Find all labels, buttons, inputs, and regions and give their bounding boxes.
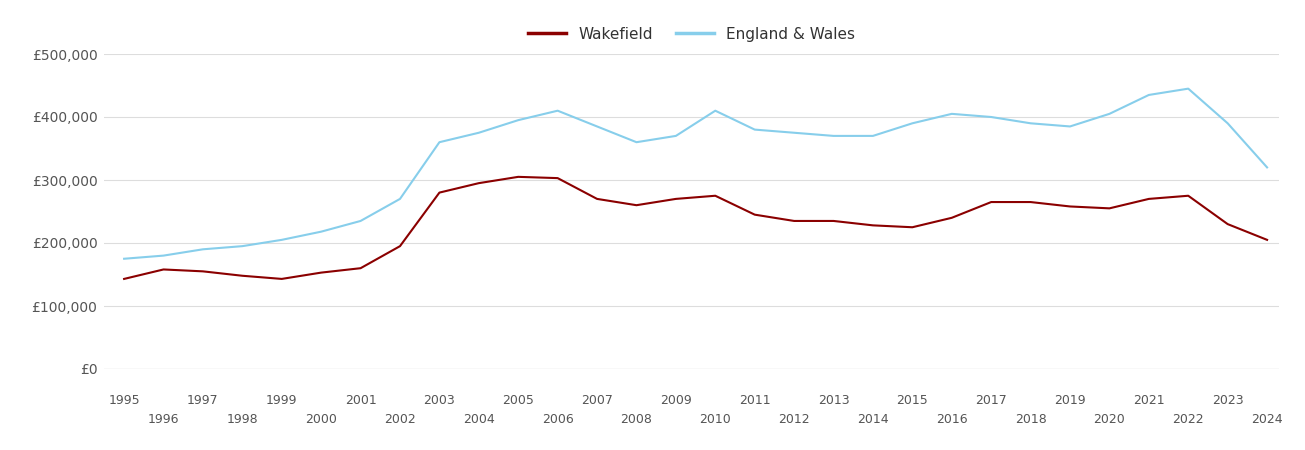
Wakefield — [904, 225, 920, 230]
England & Wales — [235, 243, 251, 249]
Text: 1999: 1999 — [266, 394, 298, 407]
Wakefield — [352, 266, 368, 271]
Wakefield — [707, 193, 723, 198]
Wakefield — [471, 180, 487, 186]
England & Wales — [1062, 124, 1078, 129]
England & Wales — [590, 124, 606, 129]
England & Wales — [865, 133, 881, 139]
Wakefield — [629, 202, 645, 208]
Wakefield — [590, 196, 606, 202]
England & Wales — [352, 218, 368, 224]
Wakefield — [865, 223, 881, 228]
Wakefield — [1181, 193, 1197, 198]
Text: 2016: 2016 — [936, 414, 967, 427]
Wakefield — [116, 276, 132, 282]
Wakefield — [1259, 237, 1275, 243]
England & Wales — [629, 140, 645, 145]
Wakefield — [1220, 221, 1236, 227]
Text: 2005: 2005 — [502, 394, 534, 407]
England & Wales — [787, 130, 803, 135]
Wakefield — [984, 199, 1000, 205]
Wakefield — [746, 212, 762, 217]
Text: 2004: 2004 — [463, 414, 495, 427]
England & Wales — [393, 196, 408, 202]
England & Wales — [313, 229, 329, 234]
Text: 2003: 2003 — [424, 394, 455, 407]
Wakefield — [826, 218, 842, 224]
England & Wales — [549, 108, 565, 113]
Wakefield — [1141, 196, 1156, 202]
Wakefield — [313, 270, 329, 275]
Wakefield — [549, 176, 565, 181]
England & Wales — [432, 140, 448, 145]
Wakefield — [1101, 206, 1117, 211]
England & Wales — [826, 133, 842, 139]
England & Wales — [1259, 165, 1275, 170]
Wakefield — [668, 196, 684, 202]
England & Wales — [471, 130, 487, 135]
Text: 2010: 2010 — [699, 414, 731, 427]
Line: Wakefield: Wakefield — [124, 177, 1267, 279]
Wakefield — [235, 273, 251, 279]
Text: 2000: 2000 — [305, 414, 337, 427]
England & Wales — [1181, 86, 1197, 91]
England & Wales — [1220, 121, 1236, 126]
England & Wales — [196, 247, 211, 252]
England & Wales — [944, 111, 959, 117]
England & Wales — [984, 114, 1000, 120]
Text: 2013: 2013 — [818, 394, 850, 407]
Wakefield — [510, 174, 526, 180]
Wakefield — [1062, 204, 1078, 209]
Text: 2002: 2002 — [384, 414, 416, 427]
Text: 2015: 2015 — [897, 394, 928, 407]
Wakefield — [274, 276, 290, 282]
England & Wales — [1023, 121, 1039, 126]
England & Wales — [707, 108, 723, 113]
Text: 2019: 2019 — [1054, 394, 1086, 407]
Text: 1996: 1996 — [147, 414, 179, 427]
England & Wales — [746, 127, 762, 132]
Text: 2024: 2024 — [1251, 414, 1283, 427]
Text: 1997: 1997 — [187, 394, 219, 407]
Text: 2017: 2017 — [975, 394, 1007, 407]
Wakefield — [393, 243, 408, 249]
England & Wales — [155, 253, 171, 258]
Wakefield — [787, 218, 803, 224]
Wakefield — [944, 215, 959, 220]
England & Wales — [1141, 92, 1156, 98]
Wakefield — [1023, 199, 1039, 205]
Text: 2009: 2009 — [660, 394, 692, 407]
England & Wales — [904, 121, 920, 126]
Text: 1998: 1998 — [227, 414, 258, 427]
Wakefield — [432, 190, 448, 195]
Text: 2006: 2006 — [542, 414, 573, 427]
England & Wales — [116, 256, 132, 261]
Legend: Wakefield, England & Wales: Wakefield, England & Wales — [522, 21, 861, 48]
Text: 2007: 2007 — [581, 394, 613, 407]
England & Wales — [510, 117, 526, 123]
Text: 2001: 2001 — [345, 394, 376, 407]
Text: 2012: 2012 — [778, 414, 810, 427]
Wakefield — [196, 269, 211, 274]
Text: 2011: 2011 — [739, 394, 770, 407]
Text: 2020: 2020 — [1094, 414, 1125, 427]
Text: 2014: 2014 — [857, 414, 889, 427]
Line: England & Wales: England & Wales — [124, 89, 1267, 259]
Text: 2023: 2023 — [1212, 394, 1244, 407]
England & Wales — [668, 133, 684, 139]
Text: 2008: 2008 — [621, 414, 652, 427]
Text: 2018: 2018 — [1015, 414, 1047, 427]
Text: 1995: 1995 — [108, 394, 140, 407]
England & Wales — [1101, 111, 1117, 117]
Wakefield — [155, 267, 171, 272]
England & Wales — [274, 237, 290, 243]
Text: 2022: 2022 — [1172, 414, 1205, 427]
Text: 2021: 2021 — [1133, 394, 1164, 407]
